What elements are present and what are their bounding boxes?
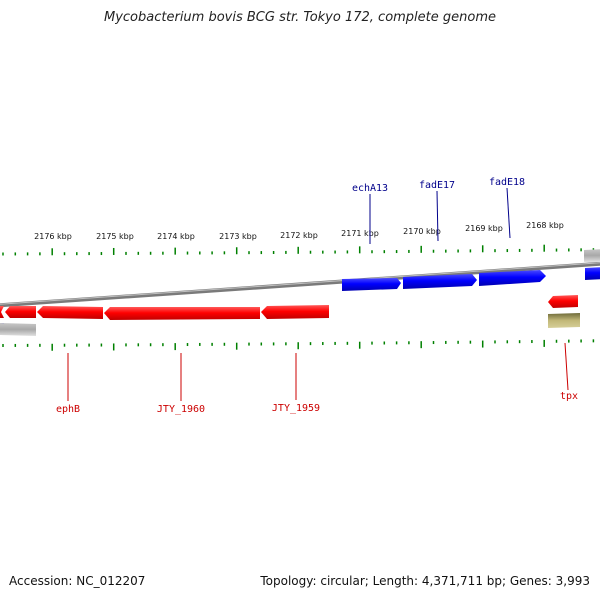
tick-label-2170: 2170 kbp — [403, 227, 441, 236]
gene-JTY_1960[interactable] — [104, 307, 260, 320]
feature-gray-right[interactable] — [584, 249, 600, 262]
label-tpx[interactable]: tpx — [560, 391, 578, 402]
gene-tpx[interactable] — [548, 295, 578, 308]
map-title: Mycobacterium bovis BCG str. Tokyo 172, … — [104, 10, 496, 25]
other-feature-track — [0, 249, 600, 336]
tick-label-2176: 2176 kbp — [34, 232, 72, 241]
tick-label-2169: 2169 kbp — [465, 224, 503, 233]
gene-left-red-1[interactable] — [0, 306, 4, 318]
genome-backbone — [0, 261, 600, 308]
tick-label-2171: 2171 kbp — [341, 229, 379, 238]
tick-label-2172: 2172 kbp — [280, 231, 318, 240]
accession-text: Accession: NC_012207 — [9, 574, 146, 588]
gene-fadE18[interactable] — [479, 270, 546, 286]
tick-label-2168: 2168 kbp — [526, 221, 564, 230]
feature-olive-right[interactable] — [548, 313, 580, 328]
gene-ephB[interactable] — [37, 306, 103, 319]
gene-JTY_1959[interactable] — [261, 305, 329, 319]
feature-gray-left[interactable] — [0, 323, 36, 336]
gene-ephB-left[interactable] — [5, 306, 36, 318]
inner-tick-track — [2, 339, 595, 351]
label-echA13[interactable]: echA13 — [352, 183, 388, 194]
tick-label-group: 2176 kbp 2175 kbp 2174 kbp 2173 kbp 2172… — [34, 221, 564, 241]
gene-echA13[interactable] — [342, 278, 401, 291]
label-ephB[interactable]: ephB — [56, 404, 80, 415]
label-JTY_1960[interactable]: JTY_1960 — [157, 404, 205, 415]
label-fadE17[interactable]: fadE17 — [419, 180, 455, 191]
forward-gene-track — [0, 267, 600, 333]
gene-right-edge[interactable] — [585, 267, 600, 280]
genome-summary-text: Topology: circular; Length: 4,371,711 bp… — [260, 574, 590, 588]
label-fadE18[interactable]: fadE18 — [489, 177, 525, 188]
label-JTY_1959[interactable]: JTY_1959 — [272, 403, 320, 414]
gene-labels: echA13 fadE17 fadE18 ephB JTY_1960 JTY_1… — [56, 177, 578, 415]
outer-tick-track — [2, 244, 595, 256]
label-leaders — [67, 187, 569, 401]
tick-label-2175: 2175 kbp — [96, 232, 134, 241]
gene-fadE17[interactable] — [403, 274, 477, 289]
reverse-gene-track — [0, 295, 578, 320]
tick-label-2173: 2173 kbp — [219, 232, 257, 241]
tick-label-2174: 2174 kbp — [157, 232, 195, 241]
